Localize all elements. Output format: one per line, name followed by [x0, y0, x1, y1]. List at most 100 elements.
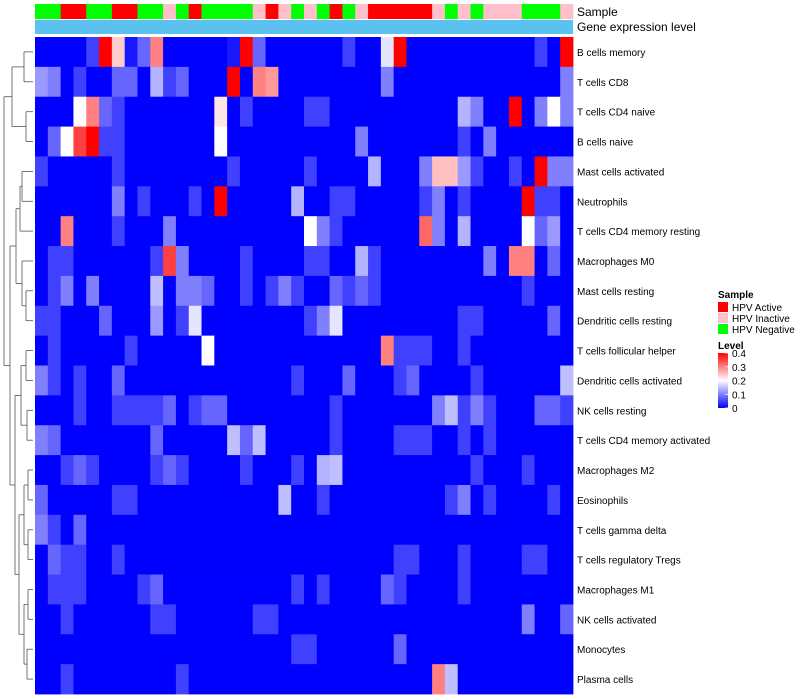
heatmap-cell	[547, 484, 561, 516]
heatmap-cell	[304, 186, 318, 217]
heatmap-cell	[342, 604, 356, 635]
heatmap-cell	[99, 544, 113, 575]
heatmap-cell	[124, 574, 138, 605]
heatmap-cell	[457, 305, 471, 337]
heatmap-cell	[380, 66, 395, 98]
heatmap-cell	[508, 96, 523, 127]
heatmap-cell	[227, 186, 241, 217]
heatmap-cell	[368, 484, 382, 516]
heatmap-cell	[534, 305, 548, 337]
heatmap-cell	[86, 484, 100, 516]
heatmap-cell	[483, 335, 497, 366]
heatmap-cell	[470, 365, 484, 396]
heatmap-cell	[278, 275, 292, 307]
heatmap-cell	[432, 455, 446, 486]
heatmap-cell	[470, 604, 484, 635]
row-label: Mast cells activated	[577, 167, 664, 178]
heatmap-cell	[355, 186, 369, 217]
heatmap-cell	[432, 275, 446, 307]
heatmap-cell	[265, 186, 279, 217]
heatmap-cell	[150, 275, 164, 307]
heatmap-cell	[137, 246, 151, 277]
heatmap-cell	[188, 305, 202, 337]
heatmap-cell	[35, 275, 49, 307]
heatmap-cell	[214, 335, 228, 366]
heatmap-cell	[483, 634, 497, 665]
heatmap-cell	[483, 365, 497, 396]
heatmap-cell	[342, 305, 356, 337]
heatmap-cell	[508, 66, 523, 98]
sample-annotation-cell	[380, 4, 395, 19]
heatmap-cell	[496, 604, 510, 635]
heatmap-cell	[111, 335, 126, 366]
heatmap-cell	[99, 216, 113, 247]
heatmap-cell	[188, 634, 202, 665]
heatmap-cell	[227, 604, 241, 635]
heatmap-cell	[304, 96, 318, 127]
heatmap-cell	[47, 126, 62, 157]
heatmap-cell	[252, 604, 266, 635]
heatmap-cell	[73, 664, 87, 695]
heatmap-cell	[265, 455, 279, 486]
heatmap-cell	[483, 664, 497, 695]
heatmap-cell	[99, 634, 113, 665]
sample-track-label: Sample	[577, 5, 618, 19]
heatmap-cell	[547, 634, 561, 665]
heatmap-cell	[380, 37, 395, 68]
heatmap-cell	[60, 246, 74, 277]
sample-annotation-cell	[521, 4, 535, 19]
heatmap-cell	[316, 37, 331, 68]
heatmap-cell	[329, 126, 343, 157]
heatmap-cell	[521, 156, 535, 187]
heatmap-cell	[393, 664, 407, 695]
heatmap-cell	[380, 664, 395, 695]
heatmap-cell	[342, 156, 356, 187]
heatmap-cell	[496, 664, 510, 695]
heatmap-cell	[188, 66, 202, 98]
heatmap-cell	[406, 365, 420, 396]
heatmap-cell	[86, 66, 100, 98]
heatmap-cell	[47, 395, 62, 426]
heatmap-cell	[86, 186, 100, 217]
heatmap-cell	[432, 66, 446, 98]
heatmap-cell	[124, 156, 138, 187]
heatmap-cell	[406, 246, 420, 277]
heatmap-cell	[432, 216, 446, 247]
heatmap-cell	[35, 37, 49, 68]
heatmap-cell	[150, 96, 164, 127]
heatmap-cell	[291, 484, 305, 516]
heatmap-cell	[265, 365, 279, 396]
heatmap-cell	[457, 425, 471, 456]
heatmap-cell	[111, 246, 126, 277]
heatmap-cell	[99, 66, 113, 98]
heatmap-cell	[150, 425, 164, 456]
level-tick-label: 0.2	[732, 377, 746, 388]
heatmap-cell	[227, 574, 241, 605]
heatmap-cell	[175, 634, 190, 665]
heatmap-cell	[163, 395, 177, 426]
heatmap-cell	[316, 395, 331, 426]
heatmap-cell	[547, 544, 561, 575]
heatmap-cell	[291, 96, 305, 127]
heatmap-cell	[60, 664, 74, 695]
heatmap-cell	[291, 455, 305, 486]
heatmap-cell	[99, 156, 113, 187]
sample-annotation-cell	[150, 4, 164, 19]
heatmap-cell	[35, 514, 49, 546]
heatmap-cell	[560, 604, 574, 635]
heatmap-cell	[201, 186, 215, 217]
heatmap-cell	[368, 37, 382, 68]
heatmap-cell	[86, 37, 100, 68]
heatmap-cell	[47, 246, 62, 277]
heatmap-cell	[496, 335, 510, 366]
heatmap-cell	[265, 395, 279, 426]
heatmap-cell	[201, 395, 215, 426]
heatmap-cell	[227, 96, 241, 127]
heatmap-cell	[329, 335, 343, 366]
heatmap-cell	[470, 544, 484, 575]
heatmap-cell	[342, 514, 356, 546]
heatmap-cell	[86, 96, 100, 127]
heatmap-cell	[188, 455, 202, 486]
heatmap-cell	[304, 216, 318, 247]
heatmap-cell	[534, 156, 548, 187]
